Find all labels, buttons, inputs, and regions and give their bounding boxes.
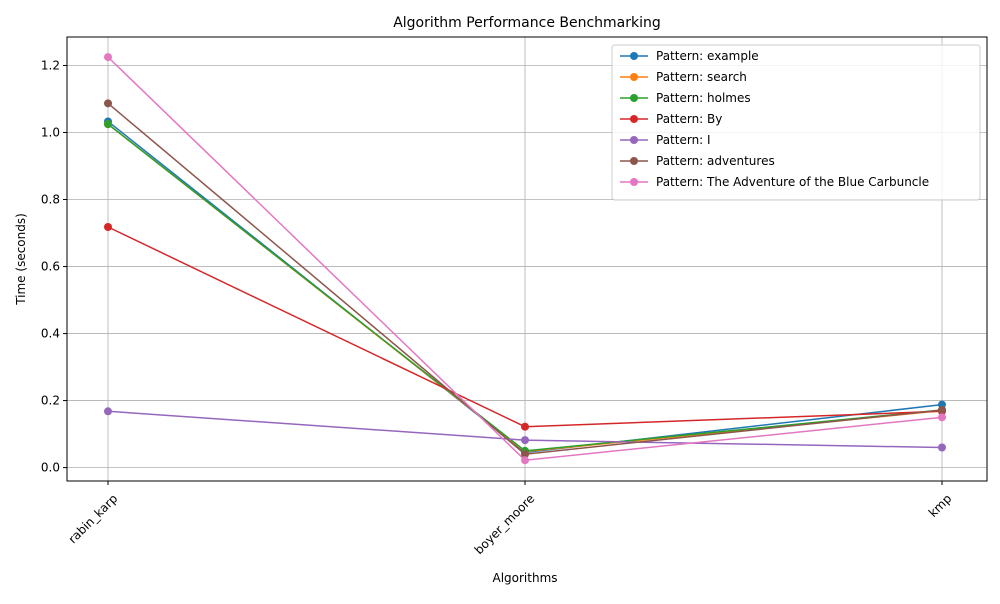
series-lines [104, 53, 946, 465]
legend-label: Pattern: By [656, 112, 722, 126]
y-tick-label: 0.4 [41, 327, 60, 341]
data-point [521, 422, 529, 431]
legend-item: Pattern: I [620, 133, 711, 147]
legend-swatch-marker [630, 136, 638, 144]
legend-swatch-marker [630, 52, 638, 60]
data-point [104, 99, 112, 108]
legend-label: Pattern: example [656, 49, 759, 63]
legend-item: Pattern: holmes [620, 91, 751, 105]
series-line [104, 407, 946, 452]
y-tick-label: 0.6 [41, 260, 60, 274]
data-point [521, 450, 529, 459]
data-point [521, 456, 529, 465]
legend-swatch-marker [630, 157, 638, 165]
legend-swatch-marker [630, 94, 638, 102]
data-point [938, 443, 946, 452]
y-tick-label: 0.8 [41, 193, 60, 207]
legend-item: Pattern: adventures [620, 154, 775, 168]
legend-label: Pattern: I [656, 133, 711, 147]
y-tick-label: 1.2 [41, 58, 60, 72]
legend-label: Pattern: adventures [656, 154, 775, 168]
y-tick-label: 0.2 [41, 394, 60, 408]
legend-swatch-marker [630, 115, 638, 123]
legend-item: Pattern: The Adventure of the Blue Carbu… [620, 175, 929, 189]
data-point [938, 405, 946, 414]
plot-area-frame [66, 36, 988, 482]
legend-item: Pattern: By [620, 112, 722, 126]
data-point [104, 407, 112, 416]
data-point [104, 53, 112, 62]
x-axis-label: Algorithms [492, 571, 557, 585]
legend-label: Pattern: holmes [656, 91, 751, 105]
series-line [104, 53, 946, 465]
series-line [104, 99, 946, 459]
y-tick-label: 0.0 [41, 461, 60, 475]
data-point [104, 222, 112, 231]
y-tick-label: 1.0 [41, 126, 60, 140]
legend-label: Pattern: The Adventure of the Blue Carbu… [656, 175, 929, 189]
y-axis-label: Time (seconds) [14, 213, 28, 306]
legend-swatch-marker [630, 73, 638, 81]
legend-item: Pattern: example [620, 49, 759, 63]
chart-title: Algorithm Performance Benchmarking [393, 15, 661, 31]
legend-label: Pattern: search [656, 70, 747, 84]
legend-item: Pattern: search [620, 70, 747, 84]
data-point [104, 120, 112, 129]
data-point [938, 413, 946, 422]
legend: Pattern: example Pattern: search Pattern: … [611, 44, 981, 201]
legend-swatch-marker [630, 178, 638, 186]
legend-box [611, 44, 981, 201]
data-point [521, 436, 529, 445]
